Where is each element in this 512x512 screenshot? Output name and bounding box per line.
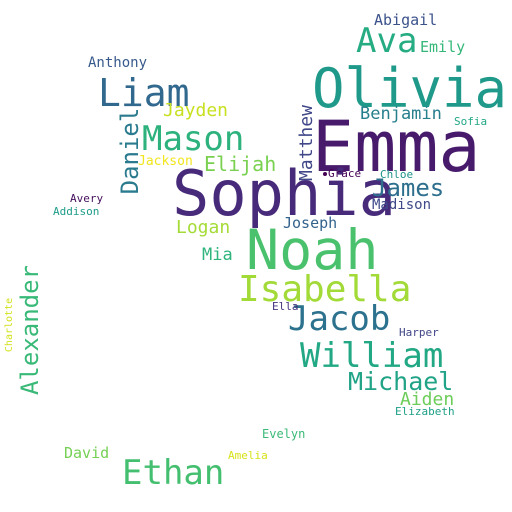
word-olivia: Olivia: [312, 57, 508, 120]
word-grace: Grace: [328, 167, 362, 180]
word-james: James: [372, 174, 445, 202]
word-jayden: Jayden: [163, 100, 229, 121]
word-emily: Emily: [420, 38, 466, 56]
word-sophia: Sophia: [172, 157, 396, 230]
word-abigail: Abigail: [374, 11, 438, 29]
word-noah: Noah: [246, 218, 379, 282]
word-liam: Liam: [98, 71, 190, 115]
word-elijah: Elijah: [204, 152, 277, 176]
word-joseph: Joseph: [283, 214, 338, 232]
word-ava: Ava: [356, 21, 418, 61]
word-jacob: Jacob: [288, 299, 391, 339]
word-amelia: Amelia: [228, 449, 268, 462]
word-isabella: Isabella: [238, 269, 412, 310]
word-charlotte: Charlotte: [4, 297, 15, 353]
word-matthew: Matthew: [296, 105, 317, 181]
word-logan: Logan: [176, 217, 231, 238]
word-aiden: Aiden: [400, 389, 455, 410]
word-anthony: Anthony: [88, 55, 148, 71]
word-mason: Mason: [142, 119, 245, 159]
word-sofia: Sofia: [454, 115, 488, 128]
word-daniel: Daniel: [116, 107, 144, 195]
word-madison: Madison: [372, 197, 432, 213]
word-addison: Addison: [53, 205, 100, 218]
word-jackson: Jackson: [138, 154, 193, 169]
word-william: William: [300, 336, 444, 376]
word-ethan: Ethan: [122, 453, 225, 493]
word-david: David: [64, 444, 110, 462]
word-mia: Mia: [202, 245, 233, 265]
word-evelyn: Evelyn: [262, 427, 306, 441]
word-ella: Ella: [272, 300, 299, 313]
word-harper: Harper: [399, 326, 439, 339]
word-chloe: Chloe: [380, 168, 414, 181]
word-elizabeth: Elizabeth: [395, 405, 455, 418]
dot-marker: [323, 172, 327, 176]
word-avery: Avery: [70, 192, 104, 205]
word-emma: Emma: [312, 106, 481, 188]
word-michael: Michael: [348, 367, 454, 396]
word-benjamin: Benjamin: [360, 104, 442, 124]
word-alexander: Alexander: [16, 264, 44, 396]
